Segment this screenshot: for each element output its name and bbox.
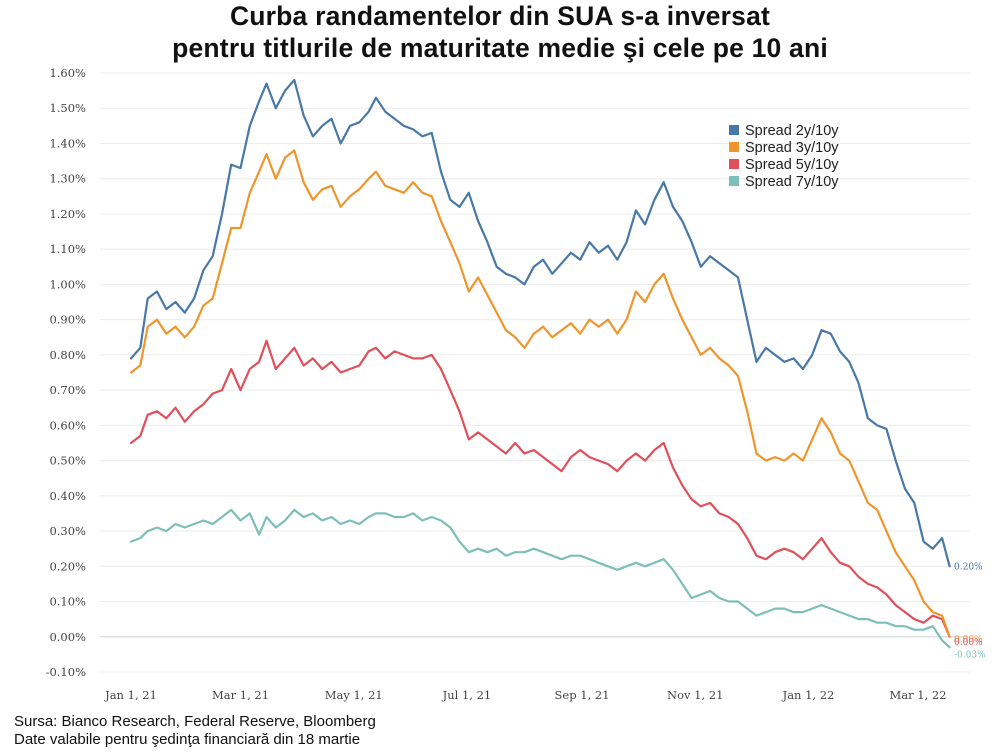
legend-swatch: [729, 142, 739, 152]
end-value-label: 0.00%: [954, 635, 983, 645]
end-labels: 0.20%0.00%0.00%-0.03%: [954, 562, 986, 660]
legend-swatch: [729, 176, 739, 186]
y-tick-label: 0.50%: [49, 454, 86, 468]
y-tick-label: 0.30%: [49, 524, 86, 538]
y-tick-label: 0.80%: [49, 348, 86, 362]
series-line: [129, 78, 951, 568]
footer: Sursa: Bianco Research, Federal Reserve,…: [14, 713, 376, 749]
x-tick-label: Mar 1, 21: [212, 688, 269, 702]
x-axis: Jan 1, 21 Mar 1, 21 May 1, 21 Jul 1, 21 Sep …: [104, 688, 946, 702]
x-tick-label: May 1, 21: [325, 688, 383, 702]
y-tick-label: 0.10%: [49, 595, 86, 609]
y-tick-label: 1.50%: [49, 101, 86, 115]
end-value-label: 0.00%: [954, 638, 983, 648]
chart-title-line-1: Curba randamentelor din SUA s-a inversat: [229, 1, 771, 31]
legend-label: Spread 2y/10y: [745, 123, 839, 139]
series-line: [129, 508, 951, 649]
legend-label: Spread 3y/10y: [745, 140, 839, 156]
end-value-label: 0.20%: [954, 562, 983, 572]
y-tick-label: 0.90%: [49, 313, 86, 327]
x-tick-label: Jan 1, 21: [104, 688, 157, 702]
x-tick-label: Sep 1, 21: [555, 688, 610, 702]
source-note: Sursa: Bianco Research, Federal Reserve,…: [14, 713, 376, 730]
end-value-label: -0.03%: [954, 650, 986, 660]
legend-swatch: [729, 159, 739, 169]
y-tick-label: 1.10%: [49, 242, 86, 256]
y-tick-label: 1.30%: [49, 172, 86, 186]
y-axis: -0.10% 0.00% 0.10% 0.20% 0.30% 0.40% 0.50% 0.60…: [46, 66, 86, 679]
y-tick-label: 0.70%: [49, 383, 86, 397]
x-tick-label: Nov 1, 21: [667, 688, 723, 702]
y-tick-label: 1.20%: [49, 207, 86, 221]
chart-title-line-2: pentru titlurile de maturitate medie şi …: [172, 33, 828, 63]
x-tick-label: Jul 1, 21: [442, 688, 492, 702]
y-tick-label: 0.40%: [49, 489, 86, 503]
y-tick-label: 1.60%: [49, 66, 86, 80]
x-tick-label: Jan 1, 22: [782, 688, 835, 702]
series-line: [129, 149, 951, 638]
x-tick-label: Mar 1, 22: [889, 688, 946, 702]
y-tick-label: 1.40%: [49, 136, 86, 150]
y-tick-label: 0.00%: [49, 630, 86, 644]
chart-title: Curba randamentelor din SUA s-a inversat…: [0, 0, 1000, 64]
y-tick-label: 0.20%: [49, 559, 86, 573]
series-lines: [129, 78, 951, 649]
series-line: [129, 339, 951, 638]
legend-label: Spread 5y/10y: [745, 157, 839, 173]
y-tick-label: 0.60%: [49, 418, 86, 432]
date-note: Date valabile pentru şedinţa financiară …: [14, 731, 361, 748]
legend-label: Spread 7y/10y: [745, 174, 839, 190]
y-tick-label: -0.10%: [46, 665, 86, 679]
legend-swatch: [729, 125, 739, 135]
y-tick-label: 1.00%: [49, 277, 86, 291]
